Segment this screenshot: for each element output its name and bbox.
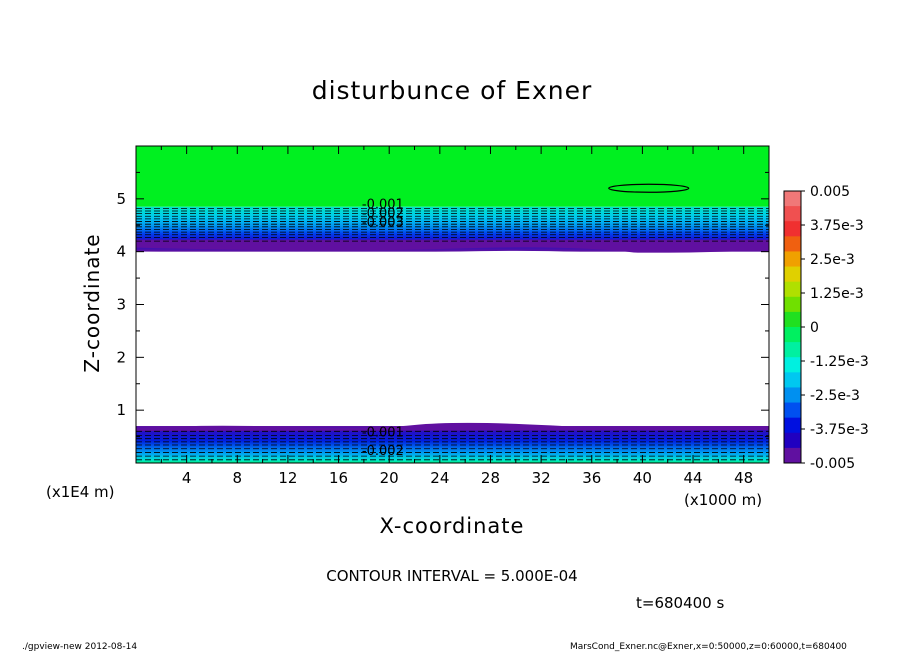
- colorbar-tick-label: 0.005: [810, 184, 850, 200]
- colorbar-segment: [784, 372, 801, 388]
- y-axis-unit: (x1E4 m): [46, 483, 115, 501]
- x-tick-label: 16: [329, 469, 348, 487]
- colorbar-tick-label: -3.75e-3: [810, 422, 869, 438]
- region-middle-edge: [136, 250, 769, 260]
- y-tick-label: 5: [116, 190, 126, 208]
- x-axis-label-text: X-coordinate: [379, 514, 525, 538]
- colorbar-segment: [784, 281, 801, 298]
- chart-title: disturbunce of Exner: [311, 76, 593, 105]
- colorbar-tick-label: 0: [810, 320, 819, 336]
- x-axis-ticks: 4 8 12 16 20 24 28 32 36 40 44 48: [160, 146, 753, 487]
- colorbar-tick-label: 2.5e-3: [810, 252, 855, 268]
- region-lower-gradient: [136, 426, 769, 463]
- y-axis-ticks: 1 2 3 4 5: [116, 171, 769, 438]
- x-tick-label: 24: [430, 469, 449, 487]
- colorbar-tick-label: 3.75e-3: [810, 218, 864, 234]
- colorbar-segment: [784, 191, 801, 207]
- colorbar-segment: [784, 342, 801, 358]
- colorbar-segment: [784, 327, 801, 343]
- region-middle-undefined: [136, 252, 769, 426]
- x-tick-label: 44: [683, 469, 702, 487]
- contour-interval-note: CONTOUR INTERVAL = 5.000E-04: [326, 567, 578, 585]
- colorbar-segment: [784, 236, 801, 252]
- colorbar-tick-label: -1.25e-3: [810, 354, 869, 370]
- colorbar: 0.005 3.75e-3 2.5e-3 1.25e-3 0 -1.25e-3 -2.5e-…: [783, 184, 869, 472]
- contour-labels: -0.001-0.002-0.003-0.001-0.002: [362, 197, 404, 459]
- y-tick-label: 3: [116, 296, 126, 314]
- colorbar-segment: [784, 387, 801, 404]
- colorbar-segment: [784, 402, 801, 419]
- region-lower-edge: [136, 422, 769, 432]
- y-tick-label: 4: [116, 243, 126, 261]
- contour-lines: [136, 183, 769, 461]
- footer-right-text: MarsCond_Exner.nc@Exner,x=0:50000,z=0:60…: [570, 642, 847, 652]
- region-upper-positive: [136, 146, 769, 207]
- colorbar-segment: [784, 432, 801, 449]
- contour-label-lower-1: -0.001: [362, 426, 404, 441]
- x-axis-label: X-coordinate: [0, 514, 904, 538]
- y-tick-label: 1: [116, 401, 126, 419]
- contour-fields: [136, 146, 769, 463]
- x-tick-label: 20: [380, 469, 399, 487]
- colorbar-segment: [784, 357, 801, 373]
- x-tick-label: 12: [278, 469, 297, 487]
- colorbar-segment: [784, 447, 801, 464]
- contour-label-upper-3: -0.003: [362, 215, 404, 230]
- colorbar-segment: [784, 296, 801, 313]
- colorbar-segment: [784, 206, 801, 222]
- x-tick-label: 32: [532, 469, 551, 487]
- colorbar-segment: [784, 311, 801, 328]
- x-tick-label: 48: [734, 469, 753, 487]
- time-stamp: t=680400 s: [636, 594, 725, 612]
- contour-label-upper-2: -0.002: [362, 206, 404, 221]
- x-tick-label: 36: [582, 469, 601, 487]
- region-upper-edge: [136, 239, 769, 254]
- colorbar-segment: [784, 251, 801, 268]
- colorbar-tick-label: 1.25e-3: [810, 286, 864, 302]
- x-tick-label: 4: [182, 469, 192, 487]
- x-tick-label: 40: [633, 469, 652, 487]
- colorbar-segment: [784, 221, 801, 237]
- x-tick-label: 28: [481, 469, 500, 487]
- colorbar-segment: [784, 266, 801, 283]
- footer-left-text: ./gpview-new 2012-08-14: [22, 642, 138, 652]
- colorbar-tick-label: -2.5e-3: [810, 388, 860, 404]
- x-tick-label: 8: [233, 469, 243, 487]
- contour-line-zero: [608, 183, 690, 193]
- contour-label-upper-1: -0.001: [362, 197, 404, 212]
- colorbar-segment: [784, 417, 801, 434]
- y-tick-label: 2: [116, 348, 126, 366]
- x-axis-unit: (x1000 m): [684, 491, 763, 509]
- contour-label-lower-2: -0.002: [362, 444, 404, 459]
- colorbar-tick-label: -0.005: [810, 456, 855, 472]
